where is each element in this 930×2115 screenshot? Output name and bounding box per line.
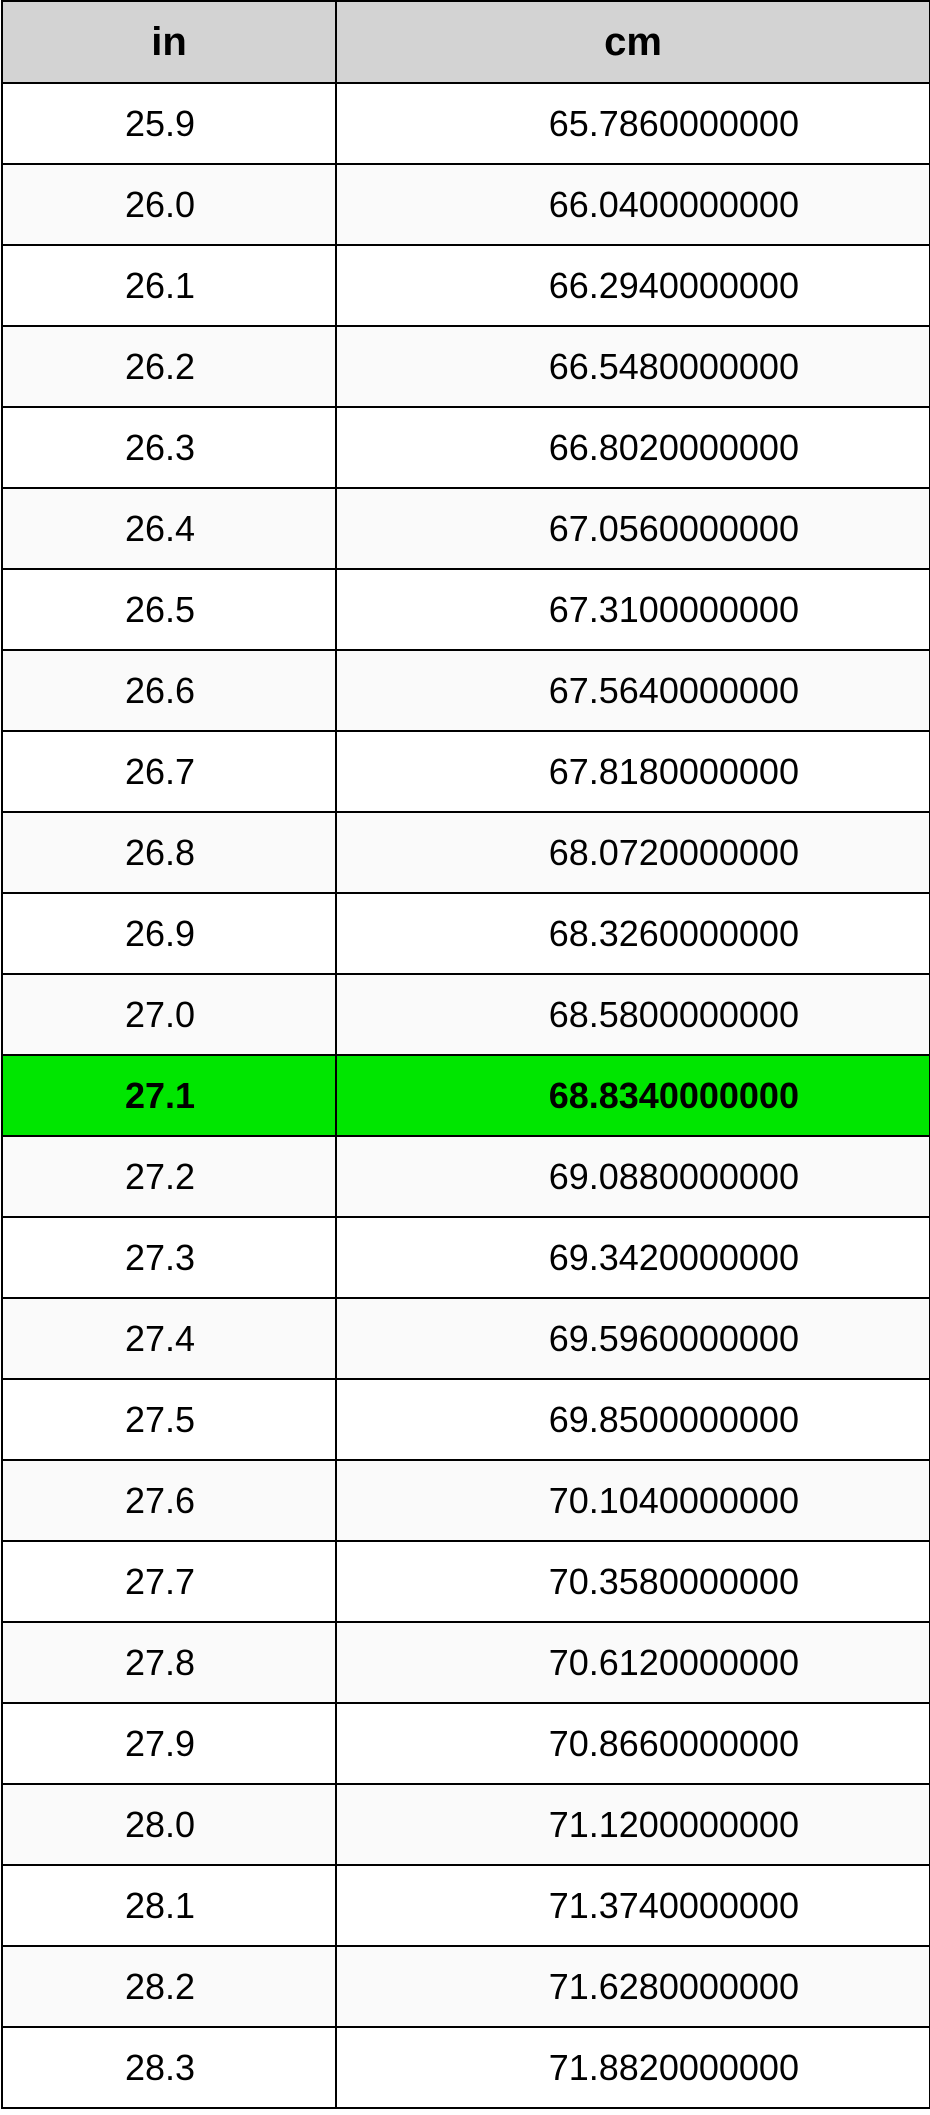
cell-in: 27.6 [2,1460,336,1541]
cell-in: 27.9 [2,1703,336,1784]
cell-in: 27.5 [2,1379,336,1460]
table-row: 27.870.6120000000 [2,1622,930,1703]
cell-in: 26.6 [2,650,336,731]
table-row: 26.166.2940000000 [2,245,930,326]
cell-cm: 66.0400000000 [336,164,930,245]
cell-cm: 70.6120000000 [336,1622,930,1703]
cell-cm: 67.8180000000 [336,731,930,812]
cell-cm: 71.6280000000 [336,1946,930,2027]
column-header-in: in [2,1,336,83]
cell-in: 26.7 [2,731,336,812]
cell-in: 27.1 [2,1055,336,1136]
cell-in: 26.1 [2,245,336,326]
cell-cm: 70.1040000000 [336,1460,930,1541]
table-row: 26.567.3100000000 [2,569,930,650]
cell-cm: 70.8660000000 [336,1703,930,1784]
table-row: 26.266.5480000000 [2,326,930,407]
cell-in: 28.3 [2,2027,336,2108]
table-row: 28.371.8820000000 [2,2027,930,2108]
cell-in: 28.1 [2,1865,336,1946]
cell-cm: 67.0560000000 [336,488,930,569]
cell-cm: 71.1200000000 [336,1784,930,1865]
cell-in: 25.9 [2,83,336,164]
table-row: 26.868.0720000000 [2,812,930,893]
table-row: 27.970.8660000000 [2,1703,930,1784]
cell-in: 27.4 [2,1298,336,1379]
table-row: 26.467.0560000000 [2,488,930,569]
cell-cm: 67.5640000000 [336,650,930,731]
cell-in: 28.2 [2,1946,336,2027]
table-header-row: in cm [2,1,930,83]
cell-cm: 66.2940000000 [336,245,930,326]
cell-cm: 68.3260000000 [336,893,930,974]
cell-in: 27.7 [2,1541,336,1622]
cell-cm: 69.0880000000 [336,1136,930,1217]
cell-in: 26.2 [2,326,336,407]
table-row: 27.068.5800000000 [2,974,930,1055]
table-row: 26.767.8180000000 [2,731,930,812]
table-row: 27.168.8340000000 [2,1055,930,1136]
cell-in: 26.8 [2,812,336,893]
cell-cm: 69.5960000000 [336,1298,930,1379]
table-row: 27.369.3420000000 [2,1217,930,1298]
cell-in: 27.0 [2,974,336,1055]
table-row: 27.569.8500000000 [2,1379,930,1460]
conversion-table: in cm 25.965.786000000026.066.0400000000… [1,0,930,2109]
cell-in: 27.3 [2,1217,336,1298]
cell-in: 26.5 [2,569,336,650]
cell-in: 27.8 [2,1622,336,1703]
cell-cm: 66.5480000000 [336,326,930,407]
cell-cm: 69.3420000000 [336,1217,930,1298]
cell-in: 26.4 [2,488,336,569]
cell-in: 27.2 [2,1136,336,1217]
table-row: 26.968.3260000000 [2,893,930,974]
column-header-cm: cm [336,1,930,83]
table-row: 28.071.1200000000 [2,1784,930,1865]
cell-in: 28.0 [2,1784,336,1865]
table-row: 27.269.0880000000 [2,1136,930,1217]
table-row: 27.469.5960000000 [2,1298,930,1379]
cell-cm: 71.8820000000 [336,2027,930,2108]
cell-cm: 68.0720000000 [336,812,930,893]
table-row: 26.667.5640000000 [2,650,930,731]
cell-cm: 67.3100000000 [336,569,930,650]
cell-cm: 69.8500000000 [336,1379,930,1460]
cell-cm: 68.5800000000 [336,974,930,1055]
table-row: 27.770.3580000000 [2,1541,930,1622]
table-row: 26.366.8020000000 [2,407,930,488]
cell-cm: 71.3740000000 [336,1865,930,1946]
cell-cm: 70.3580000000 [336,1541,930,1622]
cell-cm: 65.7860000000 [336,83,930,164]
cell-cm: 68.8340000000 [336,1055,930,1136]
table-row: 28.271.6280000000 [2,1946,930,2027]
cell-cm: 66.8020000000 [336,407,930,488]
cell-in: 26.0 [2,164,336,245]
table-row: 25.965.7860000000 [2,83,930,164]
table-row: 28.171.3740000000 [2,1865,930,1946]
table-row: 27.670.1040000000 [2,1460,930,1541]
cell-in: 26.9 [2,893,336,974]
cell-in: 26.3 [2,407,336,488]
table-row: 26.066.0400000000 [2,164,930,245]
